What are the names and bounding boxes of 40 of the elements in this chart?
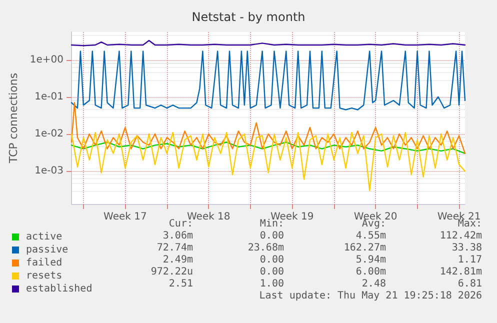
- y-tick-label: 1e+00: [30, 54, 64, 66]
- text: Max:: [458, 218, 482, 230]
- legend-label: resets: [26, 270, 62, 282]
- text: Avg:: [362, 218, 386, 230]
- text: 0.00: [260, 230, 284, 242]
- y-tick-label: 1e-03: [34, 166, 64, 177]
- text: 4.55m: [356, 230, 386, 242]
- text: 972.22u: [150, 266, 193, 278]
- y-axis-title: TCP connections: [7, 72, 20, 164]
- line-series: [70, 132, 466, 192]
- y-tick-label: 1e-02: [34, 128, 64, 140]
- text: Min:: [260, 218, 284, 230]
- text: 0.00: [260, 254, 284, 266]
- text: 5.94m: [356, 254, 386, 266]
- legend-label: established: [26, 284, 92, 294]
- text: 6.00m: [356, 266, 386, 278]
- text: 2.49m: [162, 254, 193, 266]
- text: 33.38: [452, 242, 482, 254]
- text: 6.81: [458, 278, 482, 290]
- text: 1.00: [260, 278, 284, 290]
- text: 0.00: [260, 266, 284, 278]
- text: 2.48: [362, 278, 386, 290]
- line-series: [70, 102, 466, 154]
- text: 72.74m: [156, 242, 193, 254]
- y-tick-label: 1e-01: [34, 91, 64, 102]
- text: 3.06m: [162, 230, 193, 242]
- legend-label: failed: [26, 258, 62, 268]
- text: 1.17: [458, 254, 482, 266]
- text: 112.42m: [440, 230, 482, 242]
- legend-label: active: [26, 232, 62, 242]
- text: 162.27m: [344, 242, 386, 254]
- text: 2.51: [168, 278, 193, 290]
- text: Last update: Thu May 21 19:25:18 2026: [259, 290, 482, 302]
- legend-label: passive: [26, 244, 68, 256]
- line-series: [70, 50, 466, 110]
- line-series: [70, 142, 466, 154]
- x-tick-label: Week 17: [104, 212, 147, 222]
- text: 23.68m: [248, 242, 284, 254]
- text: 142.81m: [440, 266, 482, 278]
- chart-title: Netstat - by month: [192, 10, 306, 24]
